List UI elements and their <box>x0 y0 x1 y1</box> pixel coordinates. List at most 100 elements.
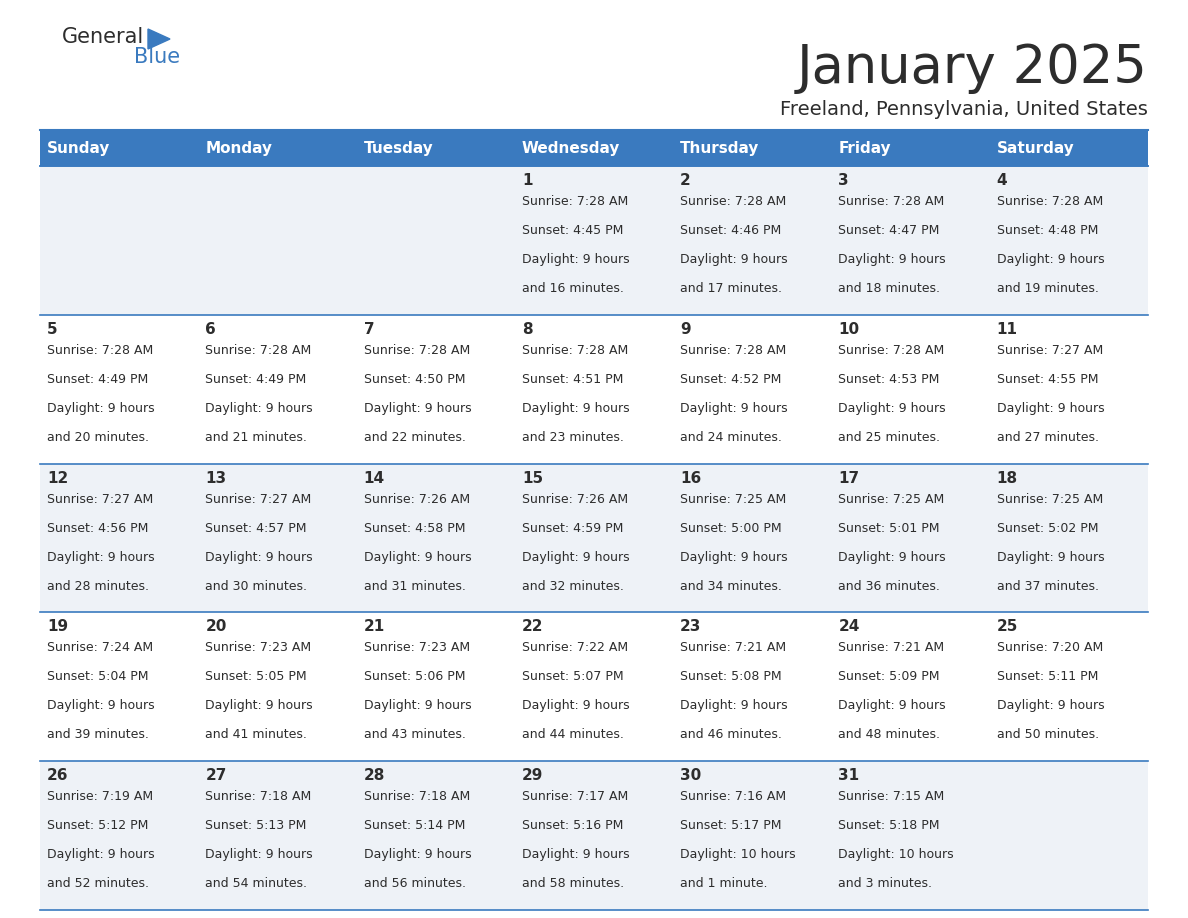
Text: Daylight: 9 hours: Daylight: 9 hours <box>997 402 1105 415</box>
Text: Daylight: 9 hours: Daylight: 9 hours <box>839 253 946 266</box>
Text: Daylight: 9 hours: Daylight: 9 hours <box>206 551 312 564</box>
Text: and 25 minutes.: and 25 minutes. <box>839 431 941 443</box>
Text: 15: 15 <box>522 471 543 486</box>
Text: Sunrise: 7:27 AM: Sunrise: 7:27 AM <box>48 493 153 506</box>
Text: and 54 minutes.: and 54 minutes. <box>206 878 308 890</box>
Text: 21: 21 <box>364 620 385 634</box>
Text: 19: 19 <box>48 620 68 634</box>
Text: Sunrise: 7:27 AM: Sunrise: 7:27 AM <box>206 493 311 506</box>
Text: Daylight: 10 hours: Daylight: 10 hours <box>839 848 954 861</box>
Text: Sunset: 5:11 PM: Sunset: 5:11 PM <box>997 670 1098 683</box>
Text: Daylight: 9 hours: Daylight: 9 hours <box>522 551 630 564</box>
Text: Daylight: 9 hours: Daylight: 9 hours <box>48 700 154 712</box>
Bar <box>40 612 1148 761</box>
Text: Sunrise: 7:28 AM: Sunrise: 7:28 AM <box>681 195 786 208</box>
Text: Sunrise: 7:25 AM: Sunrise: 7:25 AM <box>839 493 944 506</box>
Text: Sunset: 5:00 PM: Sunset: 5:00 PM <box>681 521 782 534</box>
Bar <box>356 130 514 166</box>
Text: Sunset: 5:08 PM: Sunset: 5:08 PM <box>681 670 782 683</box>
Text: Sunrise: 7:26 AM: Sunrise: 7:26 AM <box>522 493 628 506</box>
Text: and 48 minutes.: and 48 minutes. <box>839 729 941 742</box>
Text: Sunrise: 7:28 AM: Sunrise: 7:28 AM <box>206 344 311 357</box>
Text: Sunset: 4:58 PM: Sunset: 4:58 PM <box>364 521 465 534</box>
Text: Daylight: 9 hours: Daylight: 9 hours <box>839 551 946 564</box>
Bar <box>40 464 1148 612</box>
Text: 5: 5 <box>48 322 58 337</box>
Text: Sunrise: 7:26 AM: Sunrise: 7:26 AM <box>364 493 469 506</box>
Text: Sunrise: 7:25 AM: Sunrise: 7:25 AM <box>681 493 786 506</box>
Text: 17: 17 <box>839 471 860 486</box>
Text: Sunset: 4:52 PM: Sunset: 4:52 PM <box>681 373 782 386</box>
Text: Sunrise: 7:15 AM: Sunrise: 7:15 AM <box>839 790 944 803</box>
Bar <box>40 315 1148 464</box>
Bar <box>514 130 674 166</box>
Polygon shape <box>148 29 170 49</box>
Text: 20: 20 <box>206 620 227 634</box>
Text: General: General <box>62 27 144 47</box>
Text: and 20 minutes.: and 20 minutes. <box>48 431 148 443</box>
Text: Sunrise: 7:27 AM: Sunrise: 7:27 AM <box>997 344 1102 357</box>
Text: Sunset: 5:04 PM: Sunset: 5:04 PM <box>48 670 148 683</box>
Text: Daylight: 9 hours: Daylight: 9 hours <box>997 700 1105 712</box>
Text: Daylight: 9 hours: Daylight: 9 hours <box>48 848 154 861</box>
Text: Daylight: 9 hours: Daylight: 9 hours <box>681 700 788 712</box>
Text: and 30 minutes.: and 30 minutes. <box>206 579 308 593</box>
Text: and 16 minutes.: and 16 minutes. <box>522 282 624 295</box>
Text: and 37 minutes.: and 37 minutes. <box>997 579 1099 593</box>
Text: Sunset: 4:49 PM: Sunset: 4:49 PM <box>206 373 307 386</box>
Text: 6: 6 <box>206 322 216 337</box>
Text: Sunset: 5:01 PM: Sunset: 5:01 PM <box>839 521 940 534</box>
Bar <box>40 166 1148 315</box>
Text: Daylight: 9 hours: Daylight: 9 hours <box>206 700 312 712</box>
Text: and 27 minutes.: and 27 minutes. <box>997 431 1099 443</box>
Text: Sunset: 5:14 PM: Sunset: 5:14 PM <box>364 819 465 833</box>
Text: 1: 1 <box>522 173 532 188</box>
Text: Sunrise: 7:25 AM: Sunrise: 7:25 AM <box>997 493 1102 506</box>
Text: 4: 4 <box>997 173 1007 188</box>
Text: Sunrise: 7:22 AM: Sunrise: 7:22 AM <box>522 642 628 655</box>
Text: Sunrise: 7:28 AM: Sunrise: 7:28 AM <box>48 344 153 357</box>
Text: and 56 minutes.: and 56 minutes. <box>364 878 466 890</box>
Text: Sunrise: 7:16 AM: Sunrise: 7:16 AM <box>681 790 786 803</box>
Text: Sunset: 5:13 PM: Sunset: 5:13 PM <box>206 819 307 833</box>
Text: Sunrise: 7:28 AM: Sunrise: 7:28 AM <box>364 344 469 357</box>
Text: and 52 minutes.: and 52 minutes. <box>48 878 148 890</box>
Text: Daylight: 9 hours: Daylight: 9 hours <box>997 253 1105 266</box>
Text: Daylight: 9 hours: Daylight: 9 hours <box>522 848 630 861</box>
Text: and 36 minutes.: and 36 minutes. <box>839 579 941 593</box>
Text: Sunrise: 7:19 AM: Sunrise: 7:19 AM <box>48 790 153 803</box>
Text: 12: 12 <box>48 471 68 486</box>
Text: Daylight: 9 hours: Daylight: 9 hours <box>522 402 630 415</box>
Text: Daylight: 9 hours: Daylight: 9 hours <box>681 253 788 266</box>
Text: Sunset: 5:12 PM: Sunset: 5:12 PM <box>48 819 148 833</box>
Text: and 1 minute.: and 1 minute. <box>681 878 767 890</box>
Text: and 24 minutes.: and 24 minutes. <box>681 431 782 443</box>
Text: Sunrise: 7:20 AM: Sunrise: 7:20 AM <box>997 642 1102 655</box>
Text: Wednesday: Wednesday <box>522 140 620 155</box>
Text: Daylight: 9 hours: Daylight: 9 hours <box>48 402 154 415</box>
Text: 16: 16 <box>681 471 701 486</box>
Text: Daylight: 9 hours: Daylight: 9 hours <box>839 700 946 712</box>
Text: Sunrise: 7:28 AM: Sunrise: 7:28 AM <box>522 195 628 208</box>
Text: Sunset: 4:48 PM: Sunset: 4:48 PM <box>997 224 1098 237</box>
Text: Freeland, Pennsylvania, United States: Freeland, Pennsylvania, United States <box>781 100 1148 119</box>
Text: and 32 minutes.: and 32 minutes. <box>522 579 624 593</box>
Text: and 46 minutes.: and 46 minutes. <box>681 729 782 742</box>
Text: Sunset: 4:49 PM: Sunset: 4:49 PM <box>48 373 148 386</box>
Text: Sunrise: 7:28 AM: Sunrise: 7:28 AM <box>522 344 628 357</box>
Text: and 31 minutes.: and 31 minutes. <box>364 579 466 593</box>
Bar <box>832 130 990 166</box>
Text: Sunset: 4:53 PM: Sunset: 4:53 PM <box>839 373 940 386</box>
Text: Daylight: 10 hours: Daylight: 10 hours <box>681 848 796 861</box>
Text: 22: 22 <box>522 620 543 634</box>
Text: 2: 2 <box>681 173 691 188</box>
Text: 9: 9 <box>681 322 690 337</box>
Text: Sunset: 5:02 PM: Sunset: 5:02 PM <box>997 521 1098 534</box>
Text: Sunset: 4:46 PM: Sunset: 4:46 PM <box>681 224 782 237</box>
Bar <box>198 130 356 166</box>
Text: Sunset: 4:51 PM: Sunset: 4:51 PM <box>522 373 624 386</box>
Text: 30: 30 <box>681 768 701 783</box>
Text: 8: 8 <box>522 322 532 337</box>
Text: 24: 24 <box>839 620 860 634</box>
Text: and 28 minutes.: and 28 minutes. <box>48 579 148 593</box>
